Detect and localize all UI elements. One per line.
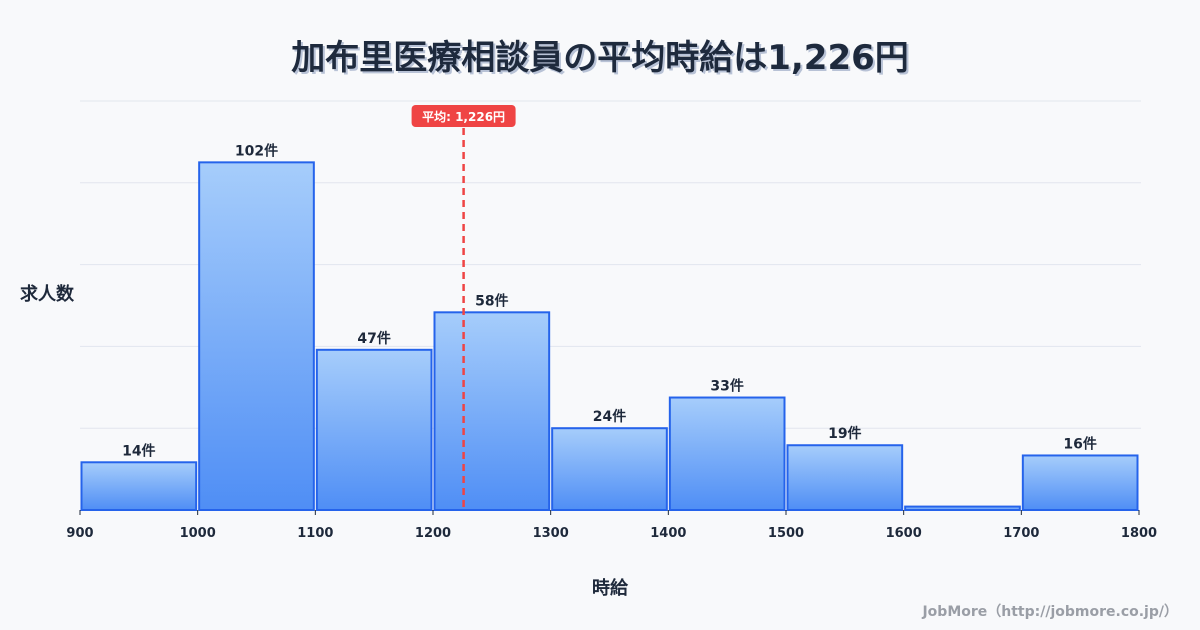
x-tick-label: 1100 xyxy=(297,526,333,541)
bar-value-label: 14件 xyxy=(122,442,155,459)
x-tick-label: 1000 xyxy=(180,526,216,541)
y-axis-label: 求人数 xyxy=(20,284,74,305)
bar-value-label: 33件 xyxy=(710,378,743,395)
histogram-bar xyxy=(551,427,668,512)
bar-value-label: 47件 xyxy=(357,330,390,347)
x-tick-label: 1500 xyxy=(768,526,804,541)
credit-text: JobMore（http://jobmore.co.jp/） xyxy=(922,604,1178,620)
mean-label: 平均: 1,226円 xyxy=(422,109,505,124)
x-axis-label: 時給 xyxy=(592,578,628,599)
histogram-bar xyxy=(786,444,904,511)
histogram-bar xyxy=(904,505,1021,512)
histogram-bar xyxy=(668,396,786,511)
histogram-bar xyxy=(315,348,433,511)
x-tick-label: 900 xyxy=(66,526,93,541)
histogram-bar xyxy=(80,461,198,511)
mean-marker: 平均: 1,226円 xyxy=(411,105,516,510)
bar-value-label: 19件 xyxy=(828,425,861,442)
histogram-bar xyxy=(1021,454,1139,512)
bar-value-label: 58件 xyxy=(475,292,508,309)
x-tick-label: 1700 xyxy=(1003,526,1039,541)
x-axis-ticks: 900 1000 1100 1200 1300 1400 1500 1600 1700 1800 xyxy=(66,510,1157,541)
x-tick-label: 1400 xyxy=(650,526,686,541)
bar-value-label: 102件 xyxy=(235,142,278,159)
x-tick-label: 1800 xyxy=(1121,526,1157,541)
histogram-bar xyxy=(198,161,315,511)
x-tick-label: 1300 xyxy=(533,526,569,541)
chart-title: 加布里医療相談員の平均時給は1,226円 xyxy=(291,38,909,78)
x-tick-label: 1200 xyxy=(415,526,451,541)
bars: 14件 102件 47件 58件 24件 33件 19件 16件 xyxy=(80,142,1139,512)
bar-value-label: 24件 xyxy=(593,408,626,425)
histogram-bar xyxy=(433,311,551,512)
bar-value-label: 16件 xyxy=(1063,435,1096,452)
mean-badge xyxy=(411,105,516,127)
x-tick-label: 1600 xyxy=(886,526,922,541)
